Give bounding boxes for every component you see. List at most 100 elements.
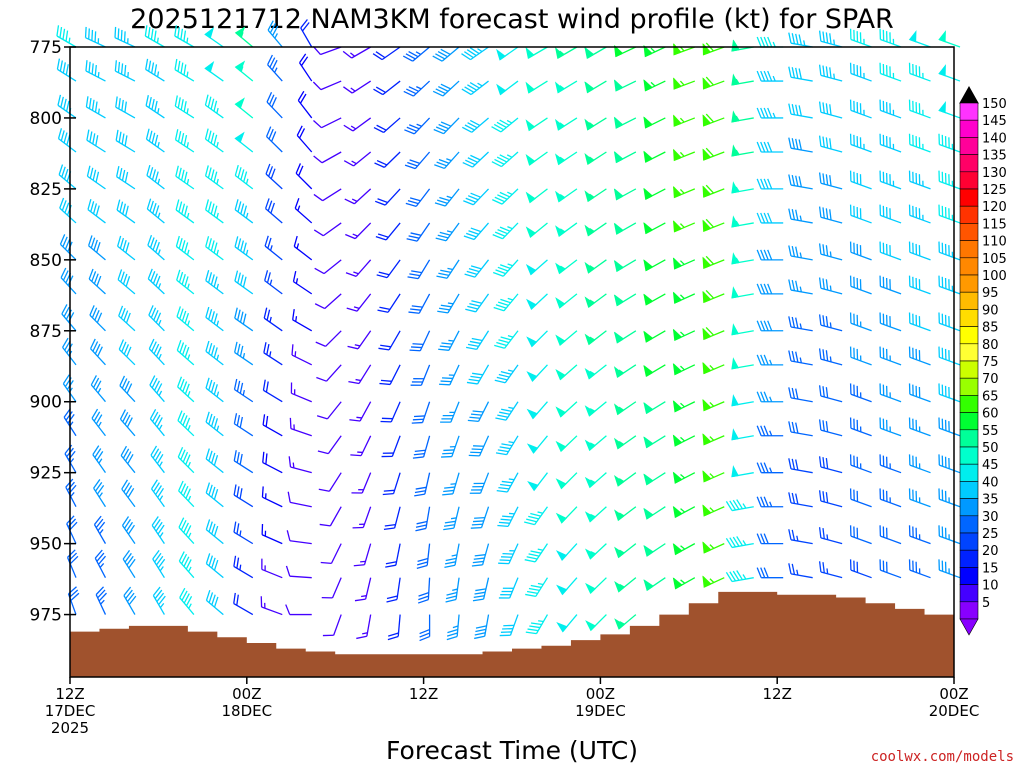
barb-staff (205, 421, 224, 437)
barb-flag (378, 347, 390, 351)
barb-staff (820, 358, 843, 366)
barb-flag (156, 383, 163, 394)
barb-half-flag (292, 462, 295, 468)
wind-barb (343, 80, 372, 94)
barb-flag (295, 163, 302, 174)
barb-staff (176, 245, 195, 261)
barb-half-flag (448, 339, 454, 342)
x-tick-label: 00Z (586, 685, 615, 703)
barb-half-flag (948, 534, 950, 540)
barb-flag (705, 184, 715, 194)
barb-half-flag (159, 495, 164, 501)
barb-flag (266, 91, 273, 103)
barb-flag (732, 40, 740, 50)
barb-staff (291, 354, 313, 366)
barb-flag (673, 77, 682, 87)
wind-barb (63, 408, 77, 437)
barb-flag (879, 241, 882, 253)
wind-barb (756, 212, 784, 224)
barb-flag (146, 198, 152, 210)
barb-flag (788, 458, 792, 469)
barb-flag (492, 199, 503, 205)
barb-flag (121, 516, 130, 526)
barb-half-flag (508, 478, 515, 481)
colorbar-swatch (959, 481, 979, 499)
barb-flag (94, 310, 100, 321)
wind-barb (494, 364, 519, 384)
barb-flag (763, 320, 769, 332)
barb-half-flag (361, 595, 367, 598)
barb-staff (176, 349, 195, 366)
barb-staff (850, 427, 872, 437)
barb-half-flag (351, 160, 357, 165)
barb-staff (501, 151, 519, 168)
barb-pennant (908, 30, 917, 43)
barb-half-flag (506, 119, 513, 124)
barb-half-flag (709, 365, 715, 370)
wind-barb (731, 144, 754, 157)
barb-flag (210, 203, 215, 215)
barb-flag (233, 484, 237, 496)
barb-flag (443, 449, 455, 452)
barb-pennant (525, 119, 536, 132)
barb-flag (500, 518, 512, 521)
barb-flag (154, 414, 161, 425)
barb-flag (91, 307, 98, 318)
barb-flag (285, 604, 291, 615)
barb-flag (705, 327, 715, 336)
barb-flag (121, 133, 125, 145)
barb-staff (939, 251, 961, 261)
barb-flag (317, 450, 329, 455)
barb-staff (146, 174, 165, 190)
barb-staff (939, 214, 961, 224)
barb-half-flag (772, 75, 776, 82)
barb-flag (121, 99, 124, 111)
barb-staff (504, 330, 519, 349)
barb-flag (525, 631, 537, 635)
barb-flag (208, 308, 213, 320)
barb-staff (880, 498, 902, 508)
barb-flag (242, 276, 247, 288)
barb-flag (849, 275, 852, 287)
barb-staff (472, 151, 489, 168)
barb-staff (234, 423, 254, 437)
barb-flag (493, 123, 505, 131)
barb-half-flag (892, 38, 895, 45)
barb-staff (322, 222, 342, 237)
barb-staff (790, 502, 813, 508)
barb-flag (352, 526, 364, 529)
barb-half-flag (97, 38, 100, 44)
barb-flag (825, 137, 829, 149)
barb-flag (756, 533, 762, 544)
x-tick-label: 00Z (232, 685, 261, 703)
wind-barb (205, 482, 224, 508)
barb-flag (383, 489, 395, 492)
barb-half-flag (650, 47, 656, 53)
barb-staff (115, 139, 136, 153)
wind-barb (116, 165, 136, 190)
barb-flag (885, 31, 888, 42)
barb-flag (443, 527, 455, 531)
barb-flag (321, 596, 333, 599)
barb-flag (760, 567, 766, 578)
barb-flag (300, 56, 309, 67)
barb-staff (427, 577, 431, 600)
barb-flag (912, 205, 914, 217)
wind-barb (731, 394, 754, 407)
barb-flag (438, 123, 449, 130)
wind-barb (756, 320, 784, 332)
barb-staff (90, 384, 106, 403)
wind-barb (494, 330, 519, 349)
barb-flag (795, 175, 799, 187)
barb-half-flag (590, 513, 596, 518)
colorbar-label: 15 (982, 561, 999, 576)
wind-barb (938, 30, 961, 48)
barb-flag (239, 274, 244, 286)
wind-barb (908, 488, 931, 508)
wind-barb (756, 567, 784, 579)
barb-half-flag (362, 632, 368, 635)
wind-barb (177, 446, 195, 474)
barb-flag (61, 200, 67, 211)
barb-flag (643, 545, 654, 553)
barb-half-flag (446, 230, 453, 233)
